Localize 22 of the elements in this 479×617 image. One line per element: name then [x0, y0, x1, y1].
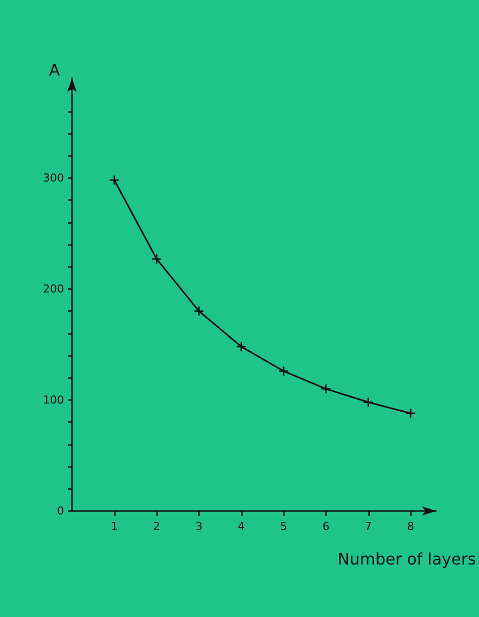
- x-tick-label: 3: [195, 520, 202, 533]
- y-axis-title: A: [49, 60, 60, 80]
- point: [109, 174, 120, 186]
- point: [151, 254, 162, 264]
- x-tick-label: 1: [110, 520, 118, 533]
- point: [405, 408, 416, 419]
- x-tick-label: 4: [238, 520, 245, 533]
- x-axis-title: Number of layers: [338, 550, 476, 568]
- x-tick-label: 7: [364, 520, 372, 533]
- x-tick-label: 6: [322, 520, 330, 533]
- point: [278, 366, 289, 376]
- y-tick-label: 200: [43, 282, 64, 296]
- x-tick-label: 2: [153, 520, 160, 533]
- x-tick-label: 5: [280, 520, 288, 533]
- y-tick-label: 100: [43, 393, 64, 406]
- point: [236, 341, 247, 352]
- y-tick-label: 300: [43, 171, 64, 184]
- point: [320, 384, 332, 394]
- point: [194, 306, 204, 316]
- y-tick-label: 0: [57, 504, 64, 518]
- x-tick-label: 8: [407, 520, 414, 533]
- point: [363, 396, 374, 408]
